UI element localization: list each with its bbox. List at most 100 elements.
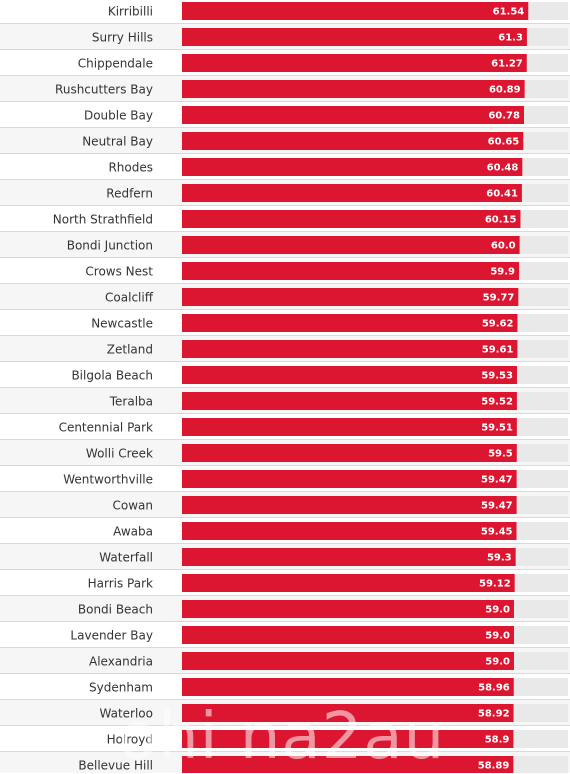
category-label: Bilgola Beach (71, 369, 153, 383)
category-label: Wentworthville (63, 473, 153, 487)
category-label: Holroyd (107, 733, 153, 747)
bar-row: Bilgola Beach 59.53 (0, 362, 570, 388)
value-label: 59.0 (485, 631, 510, 642)
category-label: Alexandria (89, 655, 153, 669)
category-label: Waterfall (99, 551, 153, 565)
category-label: Rushcutters Bay (55, 83, 153, 97)
value-label: 59.0 (485, 657, 510, 668)
value-label: 59.45 (481, 527, 513, 538)
value-label: 60.15 (485, 215, 517, 226)
value-label: 59.5 (488, 449, 513, 460)
bar (182, 626, 514, 644)
category-label: Wolli Creek (86, 447, 153, 461)
bar-row: Cowan 59.47 (0, 492, 570, 518)
bar (182, 704, 514, 722)
bar (182, 184, 522, 202)
value-label: 58.92 (478, 709, 510, 720)
bar (182, 496, 517, 514)
bar-row: Sydenham 58.96 (0, 674, 570, 700)
category-label: Bondi Junction (67, 239, 153, 253)
bar-row: Newcastle 59.62 (0, 310, 570, 336)
bar-row: Awaba 59.45 (0, 518, 570, 544)
bar (182, 548, 516, 566)
category-label: Double Bay (84, 109, 153, 123)
category-label: Neutral Bay (82, 135, 153, 149)
value-label: 61.54 (493, 7, 525, 18)
value-label: 60.41 (486, 189, 518, 200)
value-label: 59.47 (481, 501, 513, 512)
category-label: Cowan (113, 499, 154, 513)
value-label: 59.61 (482, 345, 514, 356)
category-label: Sydenham (89, 681, 153, 695)
bar-row: Surry Hills 61.3 (0, 24, 570, 50)
bar-row: Waterfall 59.3 (0, 544, 570, 570)
value-label: 60.78 (488, 111, 520, 122)
bar (182, 288, 519, 306)
bar-row: Teralba 59.52 (0, 388, 570, 414)
category-label: Coalcliff (105, 291, 154, 305)
bar (182, 2, 529, 20)
bar (182, 158, 523, 176)
category-label: Newcastle (91, 317, 153, 331)
bar-row: North Strathfield 60.15 (0, 206, 570, 232)
bar-row: Holroyd 58.9 (0, 726, 570, 752)
bar-row: Zetland 59.61 (0, 336, 570, 362)
category-label: Rhodes (108, 161, 153, 175)
category-label: North Strathfield (53, 213, 153, 227)
bar-row: Centennial Park 59.51 (0, 414, 570, 440)
bar (182, 444, 517, 462)
category-label: Bondi Beach (78, 603, 153, 617)
value-label: 59.3 (487, 553, 512, 564)
bar (182, 132, 524, 150)
bar (182, 340, 518, 358)
bar (182, 652, 514, 670)
bar (182, 392, 517, 410)
value-label: 61.3 (498, 33, 523, 44)
category-label: Harris Park (88, 577, 153, 591)
bar (182, 470, 517, 488)
bar-row: Neutral Bay 60.65 (0, 128, 570, 154)
category-label: Centennial Park (59, 421, 153, 435)
category-label: Awaba (113, 525, 153, 539)
bar-row: Bondi Junction 60.0 (0, 232, 570, 258)
bar (182, 418, 517, 436)
bar (182, 106, 524, 124)
category-label: Zetland (107, 343, 153, 357)
bar (182, 730, 514, 748)
value-label: 59.12 (479, 579, 511, 590)
category-label: Chippendale (78, 57, 153, 71)
bar-row: Bellevue Hill 58.89 (0, 752, 570, 773)
bar (182, 366, 517, 384)
bar-row: Rhodes 60.48 (0, 154, 570, 180)
bar-row: Wentworthville 59.47 (0, 466, 570, 492)
value-label: 59.62 (482, 319, 514, 330)
bar (182, 574, 515, 592)
bar-row: Coalcliff 59.77 (0, 284, 570, 310)
value-label: 61.27 (491, 59, 523, 70)
value-label: 58.9 (485, 735, 510, 746)
bar-row: Rushcutters Bay 60.89 (0, 76, 570, 102)
category-label: Waterloo (100, 707, 154, 721)
bar (182, 236, 520, 254)
bar-row: Bondi Beach 59.0 (0, 596, 570, 622)
category-label: Lavender Bay (70, 629, 153, 643)
bar-row: Redfern 60.41 (0, 180, 570, 206)
value-label: 60.89 (489, 85, 521, 96)
bar-row: Kirribilli 61.54 (0, 0, 570, 24)
bar (182, 756, 514, 773)
bar-row: Lavender Bay 59.0 (0, 622, 570, 648)
bar (182, 28, 527, 46)
bar-row: Harris Park 59.12 (0, 570, 570, 596)
bar-row: Crows Nest 59.9 (0, 258, 570, 284)
value-label: 59.53 (481, 371, 513, 382)
bar-row: Waterloo 58.92 (0, 700, 570, 726)
bar (182, 262, 520, 280)
value-label: 59.52 (481, 397, 513, 408)
bar (182, 678, 514, 696)
value-label: 59.0 (485, 605, 510, 616)
bar (182, 314, 518, 332)
value-label: 60.65 (488, 137, 520, 148)
value-label: 59.51 (481, 423, 513, 434)
category-label: Kirribilli (108, 5, 153, 19)
